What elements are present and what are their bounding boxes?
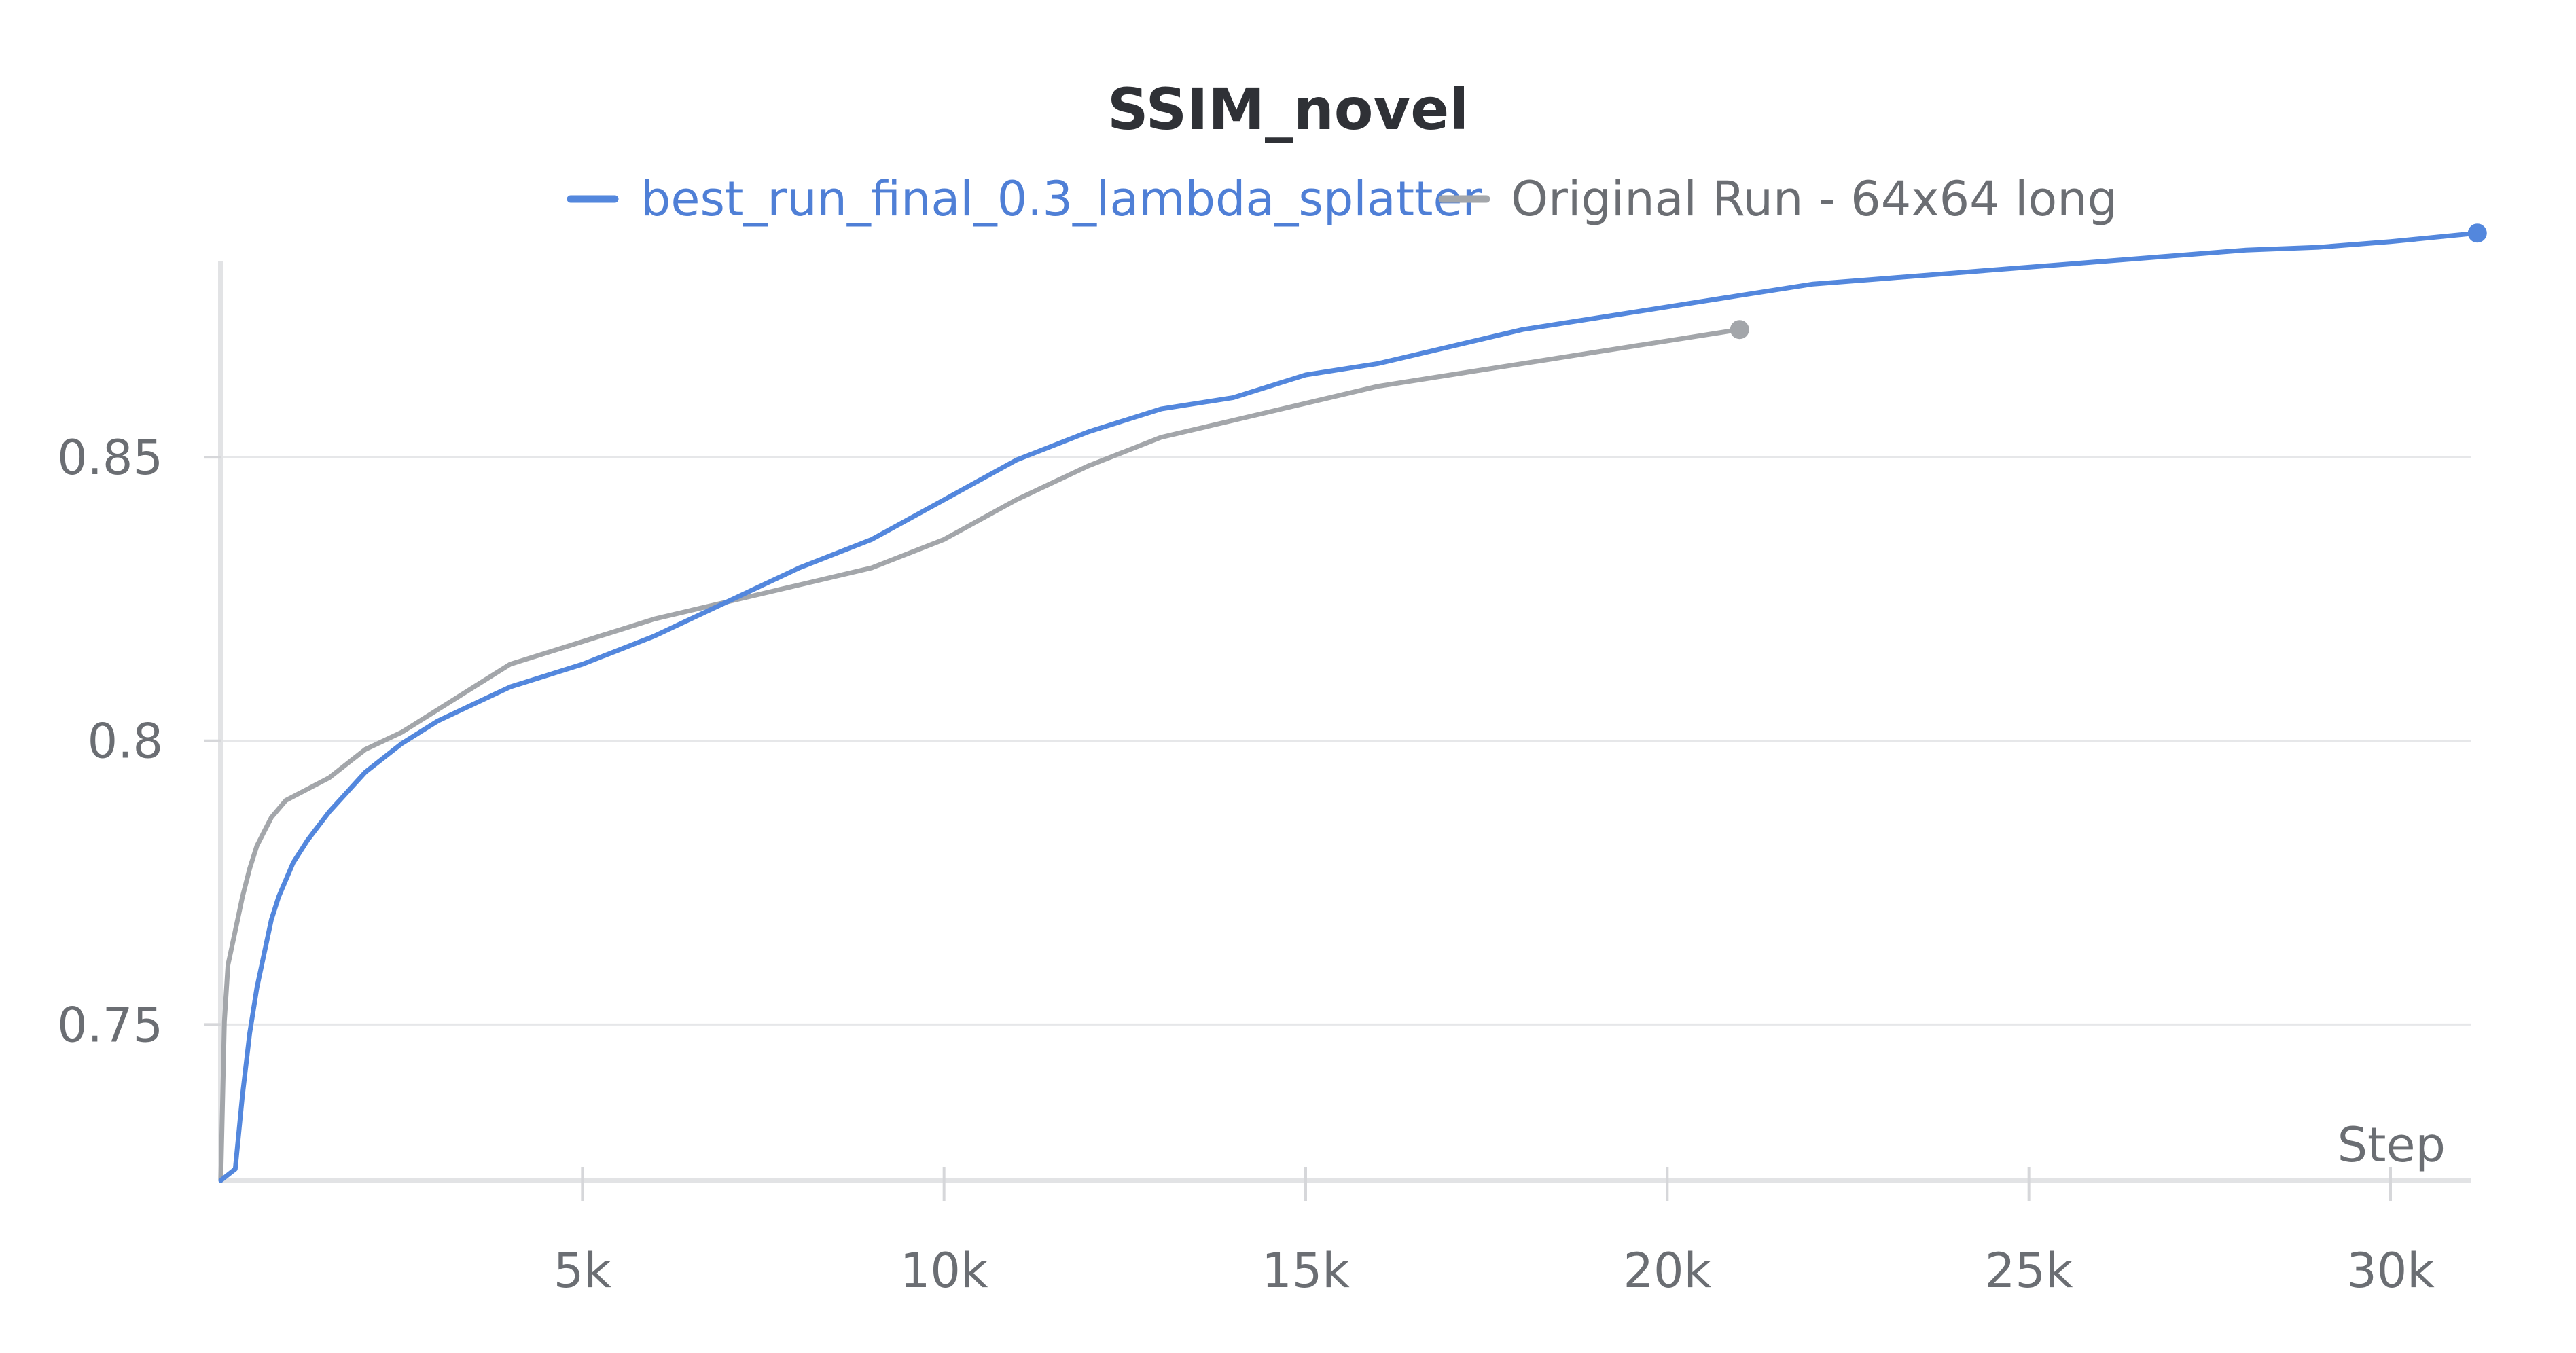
- x-tick-label: 30k: [2346, 1243, 2435, 1299]
- legend: best_run_final_0.3_lambda_splatter Origin…: [567, 171, 2117, 227]
- y-tick-label: 0.85: [57, 430, 163, 486]
- grid-lines: [221, 456, 2471, 1026]
- legend-label[interactable]: best_run_final_0.3_lambda_splatter: [641, 171, 1482, 227]
- series-end-point: [1730, 320, 1749, 340]
- x-axis-label: Step: [2338, 1117, 2446, 1173]
- axes: Step: [218, 261, 2471, 1183]
- y-tick-label: 0.8: [88, 714, 163, 770]
- y-ticks: 0.75 0.8 0.85: [57, 430, 221, 1053]
- series-line: [218, 327, 1742, 1183]
- series-layer: [218, 223, 2487, 1183]
- chart-title: SSIM_novel: [1107, 76, 1469, 143]
- x-tick-label: 25k: [1985, 1243, 2073, 1299]
- x-tick-label: 15k: [1262, 1243, 1350, 1299]
- x-tick-label: 20k: [1624, 1243, 1712, 1299]
- y-tick-label: 0.75: [57, 997, 163, 1053]
- legend-label[interactable]: Original Run - 64x64 long: [1511, 171, 2117, 227]
- chart-title-group: SSIM_novel: [1107, 76, 1469, 143]
- x-ticks: 5k 10k 15k 20k 25k 30k: [554, 1167, 2435, 1299]
- series-line: [218, 230, 2480, 1183]
- x-tick-label: 5k: [554, 1243, 612, 1299]
- series-end-point: [2467, 223, 2487, 243]
- x-tick-label: 10k: [900, 1243, 988, 1299]
